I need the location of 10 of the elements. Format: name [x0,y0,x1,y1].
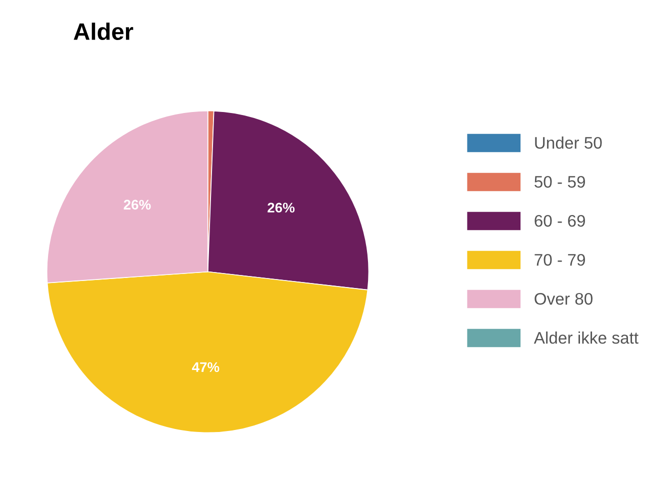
data-label: 47% [192,362,220,372]
legend-label: 60 - 69 [534,214,585,227]
legend-label: Alder ikke satt [534,332,638,344]
legend-label: Over 80 [534,292,592,305]
data-label: 26% [124,200,151,210]
legend-label: Under 50 [535,136,602,149]
legend-label: 70 - 79 [534,254,585,266]
data-label: 26% [268,202,295,213]
legend-label: 50 - 59 [534,176,585,188]
chart-title: Alder [74,22,134,40]
